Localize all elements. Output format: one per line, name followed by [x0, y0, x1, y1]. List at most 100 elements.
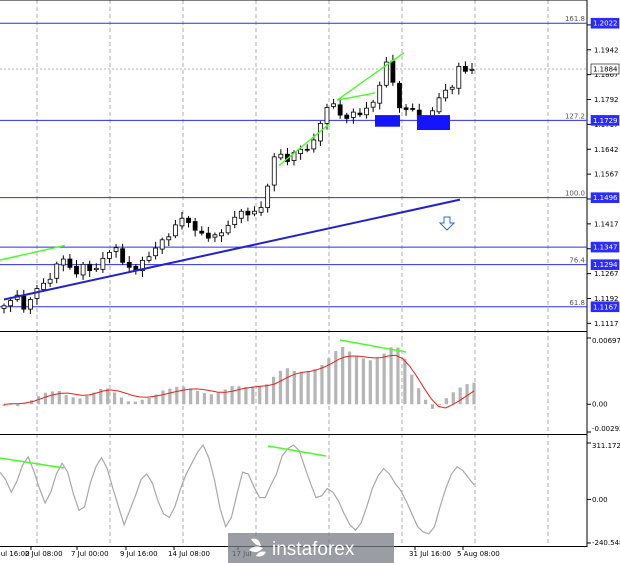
- macd-bar: [99, 388, 103, 405]
- price-pane: 161.8 127.2 100.0 76.4 61.8: [0, 15, 587, 315]
- macd-bar: [57, 391, 61, 405]
- macd-pane: [2, 339, 476, 409]
- candle-body: [133, 265, 139, 271]
- candle-body: [120, 248, 126, 263]
- price-level-box: [590, 259, 620, 270]
- candle-body: [278, 153, 284, 159]
- macd-bar: [85, 395, 89, 405]
- macd-bar: [430, 404, 435, 409]
- divergence-line: [336, 92, 376, 101]
- candle-body: [383, 61, 389, 86]
- macd-bar: [368, 360, 372, 405]
- macd-signal-line: [3, 354, 475, 409]
- grid: [36, 0, 549, 546]
- macd-bar: [202, 393, 207, 405]
- candle-body: [449, 86, 455, 90]
- candle-body: [219, 232, 224, 237]
- trendline: [3, 198, 461, 301]
- candle-body: [186, 217, 191, 223]
- macd-bar: [341, 347, 345, 405]
- macd-bar: [320, 364, 324, 405]
- price-axis-label: 1.1642: [594, 146, 619, 154]
- candle-body: [364, 107, 369, 116]
- macd-bar: [36, 396, 41, 405]
- candle-body: [60, 258, 66, 266]
- candle-body: [350, 111, 356, 118]
- candle-body: [87, 263, 93, 272]
- price-axis-label: 1.1267: [594, 270, 619, 278]
- macd-bar: [396, 347, 400, 405]
- divergence-line: [278, 122, 331, 167]
- cci-axis-label: 311.1728: [592, 442, 620, 450]
- candle-body: [331, 103, 336, 107]
- candle-body: [21, 295, 27, 310]
- candle-body: [252, 210, 257, 215]
- macd-bar: [354, 355, 359, 405]
- price-axis-label: 1.1192: [594, 295, 619, 303]
- macd-bar: [112, 392, 117, 405]
- candle-body: [410, 108, 416, 110]
- price-axis-label: 1.1567: [594, 171, 619, 179]
- macd-bar: [140, 399, 144, 405]
- macd-bar: [216, 392, 220, 405]
- macd-bar: [417, 388, 421, 405]
- support-zone: [375, 115, 400, 127]
- macd-bar: [472, 382, 476, 405]
- price-level-value: 1.1347: [593, 244, 618, 252]
- candle-body: [93, 267, 99, 271]
- macd-bar: [361, 358, 366, 405]
- candle-body: [225, 225, 231, 234]
- cci-divergence-line: [267, 445, 327, 457]
- candle-body: [311, 139, 317, 150]
- macd-bar: [465, 384, 469, 405]
- time-axis-label: 2 Jul 08:00: [25, 550, 63, 558]
- candle-body: [100, 257, 106, 270]
- watermark: instaforex: [228, 533, 394, 563]
- candle-body: [1, 305, 7, 309]
- macd-bar: [313, 369, 317, 405]
- price-level-box: [590, 192, 620, 203]
- candle-body: [337, 104, 343, 116]
- macd-bar: [347, 351, 352, 405]
- price-level-value: 1.2022: [593, 20, 618, 28]
- candle-body: [370, 101, 376, 108]
- macd-bar: [195, 390, 200, 405]
- macd-bar: [299, 371, 303, 405]
- macd-bar: [389, 347, 393, 405]
- macd-bar: [64, 395, 68, 405]
- candle-body: [80, 263, 86, 276]
- candle-body: [126, 261, 132, 268]
- candle-body: [258, 207, 264, 213]
- candle-body: [324, 107, 330, 124]
- candle-body: [212, 234, 218, 238]
- candle-body: [179, 217, 185, 227]
- macd-bar: [16, 404, 20, 407]
- candle-body: [74, 265, 79, 275]
- cci-line: [0, 443, 475, 535]
- candle-body: [436, 97, 442, 113]
- candle-body: [153, 247, 159, 257]
- candle-body: [463, 65, 468, 72]
- macd-bar: [209, 394, 213, 405]
- divergence-line: [0, 244, 66, 261]
- cci-axis-label: 0.00: [592, 496, 608, 504]
- candle-body: [344, 114, 350, 119]
- price-level-box: [590, 115, 620, 126]
- candle-body: [390, 60, 396, 83]
- macd-bar: [306, 370, 310, 405]
- macd-bar: [189, 388, 193, 405]
- macd-bar: [334, 351, 338, 405]
- candle-body: [304, 148, 310, 151]
- time-axis-label: 7 Jul 00:00: [71, 550, 109, 558]
- fib-level-label: 76.4: [569, 257, 585, 265]
- time-axis-label: 1 Jul 16:00: [0, 550, 30, 558]
- macd-bar: [258, 386, 262, 405]
- candle-body: [403, 107, 409, 110]
- price-level-value: 1.1167: [593, 303, 618, 311]
- time-axis-label: 9 Jul 16:00: [120, 550, 158, 558]
- time-axis-label: 14 Jul 08:00: [168, 550, 210, 558]
- macd-axis-label: 0.00: [592, 401, 608, 409]
- macd-bar: [278, 370, 283, 405]
- candle-body: [140, 259, 145, 272]
